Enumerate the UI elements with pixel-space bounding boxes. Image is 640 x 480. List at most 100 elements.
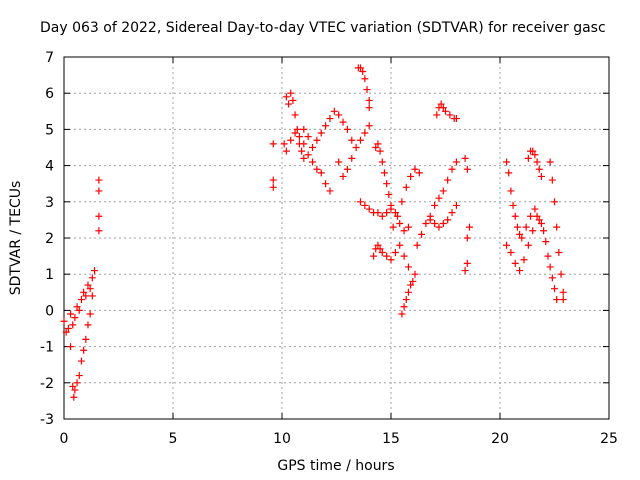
data-point xyxy=(546,158,554,166)
data-point xyxy=(339,118,347,126)
data-point xyxy=(557,270,565,278)
data-point xyxy=(559,296,567,304)
y-tick-label: -1 xyxy=(40,340,54,356)
data-point xyxy=(422,220,430,228)
data-point xyxy=(537,172,545,180)
data-point xyxy=(529,147,537,155)
data-point xyxy=(418,230,426,238)
data-point xyxy=(553,296,561,304)
y-tick-label: 1 xyxy=(45,267,54,283)
data-point xyxy=(64,325,72,332)
data-point xyxy=(426,216,434,224)
data-point xyxy=(67,343,75,351)
data-point xyxy=(88,292,96,300)
data-point xyxy=(537,220,545,228)
data-point xyxy=(326,115,334,123)
data-point xyxy=(287,89,295,97)
data-point xyxy=(317,129,325,137)
data-point xyxy=(378,248,386,256)
data-point xyxy=(435,194,443,202)
data-point xyxy=(404,288,412,296)
data-point xyxy=(535,216,543,224)
data-point xyxy=(529,227,537,235)
data-point xyxy=(389,223,397,231)
data-point xyxy=(559,288,567,296)
data-point xyxy=(374,209,382,217)
data-point xyxy=(287,136,295,144)
data-point xyxy=(433,111,441,119)
data-point xyxy=(84,281,92,289)
data-point xyxy=(71,314,79,322)
data-point xyxy=(339,172,347,180)
data-point xyxy=(439,220,447,228)
data-point xyxy=(511,259,519,267)
data-point xyxy=(67,310,75,318)
data-point xyxy=(361,75,369,83)
data-point xyxy=(352,144,360,151)
data-point xyxy=(88,274,96,282)
data-point xyxy=(365,122,373,130)
data-point xyxy=(463,165,471,173)
data-point xyxy=(356,198,364,206)
data-point xyxy=(396,220,404,228)
data-point xyxy=(520,256,528,264)
data-point xyxy=(465,223,473,231)
data-point xyxy=(527,212,535,220)
data-point xyxy=(409,277,417,285)
data-point xyxy=(394,212,402,220)
data-point xyxy=(322,122,330,130)
data-point xyxy=(300,154,308,162)
data-point xyxy=(313,165,321,173)
data-point xyxy=(356,64,364,72)
data-point xyxy=(75,372,83,380)
data-point xyxy=(82,335,90,343)
data-point xyxy=(359,67,367,75)
data-point xyxy=(269,140,277,148)
data-point xyxy=(280,140,288,148)
data-point xyxy=(387,201,395,209)
data-point xyxy=(435,223,443,231)
data-point xyxy=(60,317,68,325)
data-point xyxy=(269,183,277,191)
data-point xyxy=(70,393,78,401)
x-axis-label: GPS time / hours xyxy=(277,458,394,474)
data-point xyxy=(400,303,408,311)
data-point xyxy=(555,248,563,256)
axis-ticks: 0 5 10 15 20 25 -3 -2 -1 0 1 2 3 4 5 6 7 xyxy=(40,50,618,447)
data-point xyxy=(531,205,539,213)
data-point xyxy=(533,158,541,166)
data-point xyxy=(356,136,364,144)
data-point xyxy=(295,133,303,141)
data-point xyxy=(387,256,395,264)
data-point xyxy=(396,241,404,249)
data-point xyxy=(289,96,297,104)
data-point xyxy=(95,227,103,235)
data-point xyxy=(439,104,447,112)
data-point xyxy=(544,252,552,260)
data-point xyxy=(62,328,70,336)
data-point xyxy=(376,147,384,155)
data-point xyxy=(86,310,94,318)
data-point xyxy=(531,151,539,159)
data-point xyxy=(513,223,521,231)
data-point xyxy=(282,147,290,155)
data-point xyxy=(463,259,471,267)
data-point xyxy=(293,125,301,133)
data-point xyxy=(452,158,460,166)
data-point xyxy=(291,111,299,119)
data-point xyxy=(86,285,94,293)
data-point xyxy=(413,241,421,249)
data-point xyxy=(380,169,388,177)
data-point xyxy=(551,285,558,293)
data-point xyxy=(313,136,321,144)
data-point xyxy=(398,310,406,318)
data-point xyxy=(551,198,558,206)
data-point xyxy=(444,216,452,224)
data-point xyxy=(95,176,103,184)
data-point xyxy=(448,209,456,217)
data-point xyxy=(431,201,439,209)
data-point xyxy=(446,111,454,119)
data-point xyxy=(391,209,399,217)
data-point xyxy=(365,96,373,104)
data-point xyxy=(385,191,393,199)
